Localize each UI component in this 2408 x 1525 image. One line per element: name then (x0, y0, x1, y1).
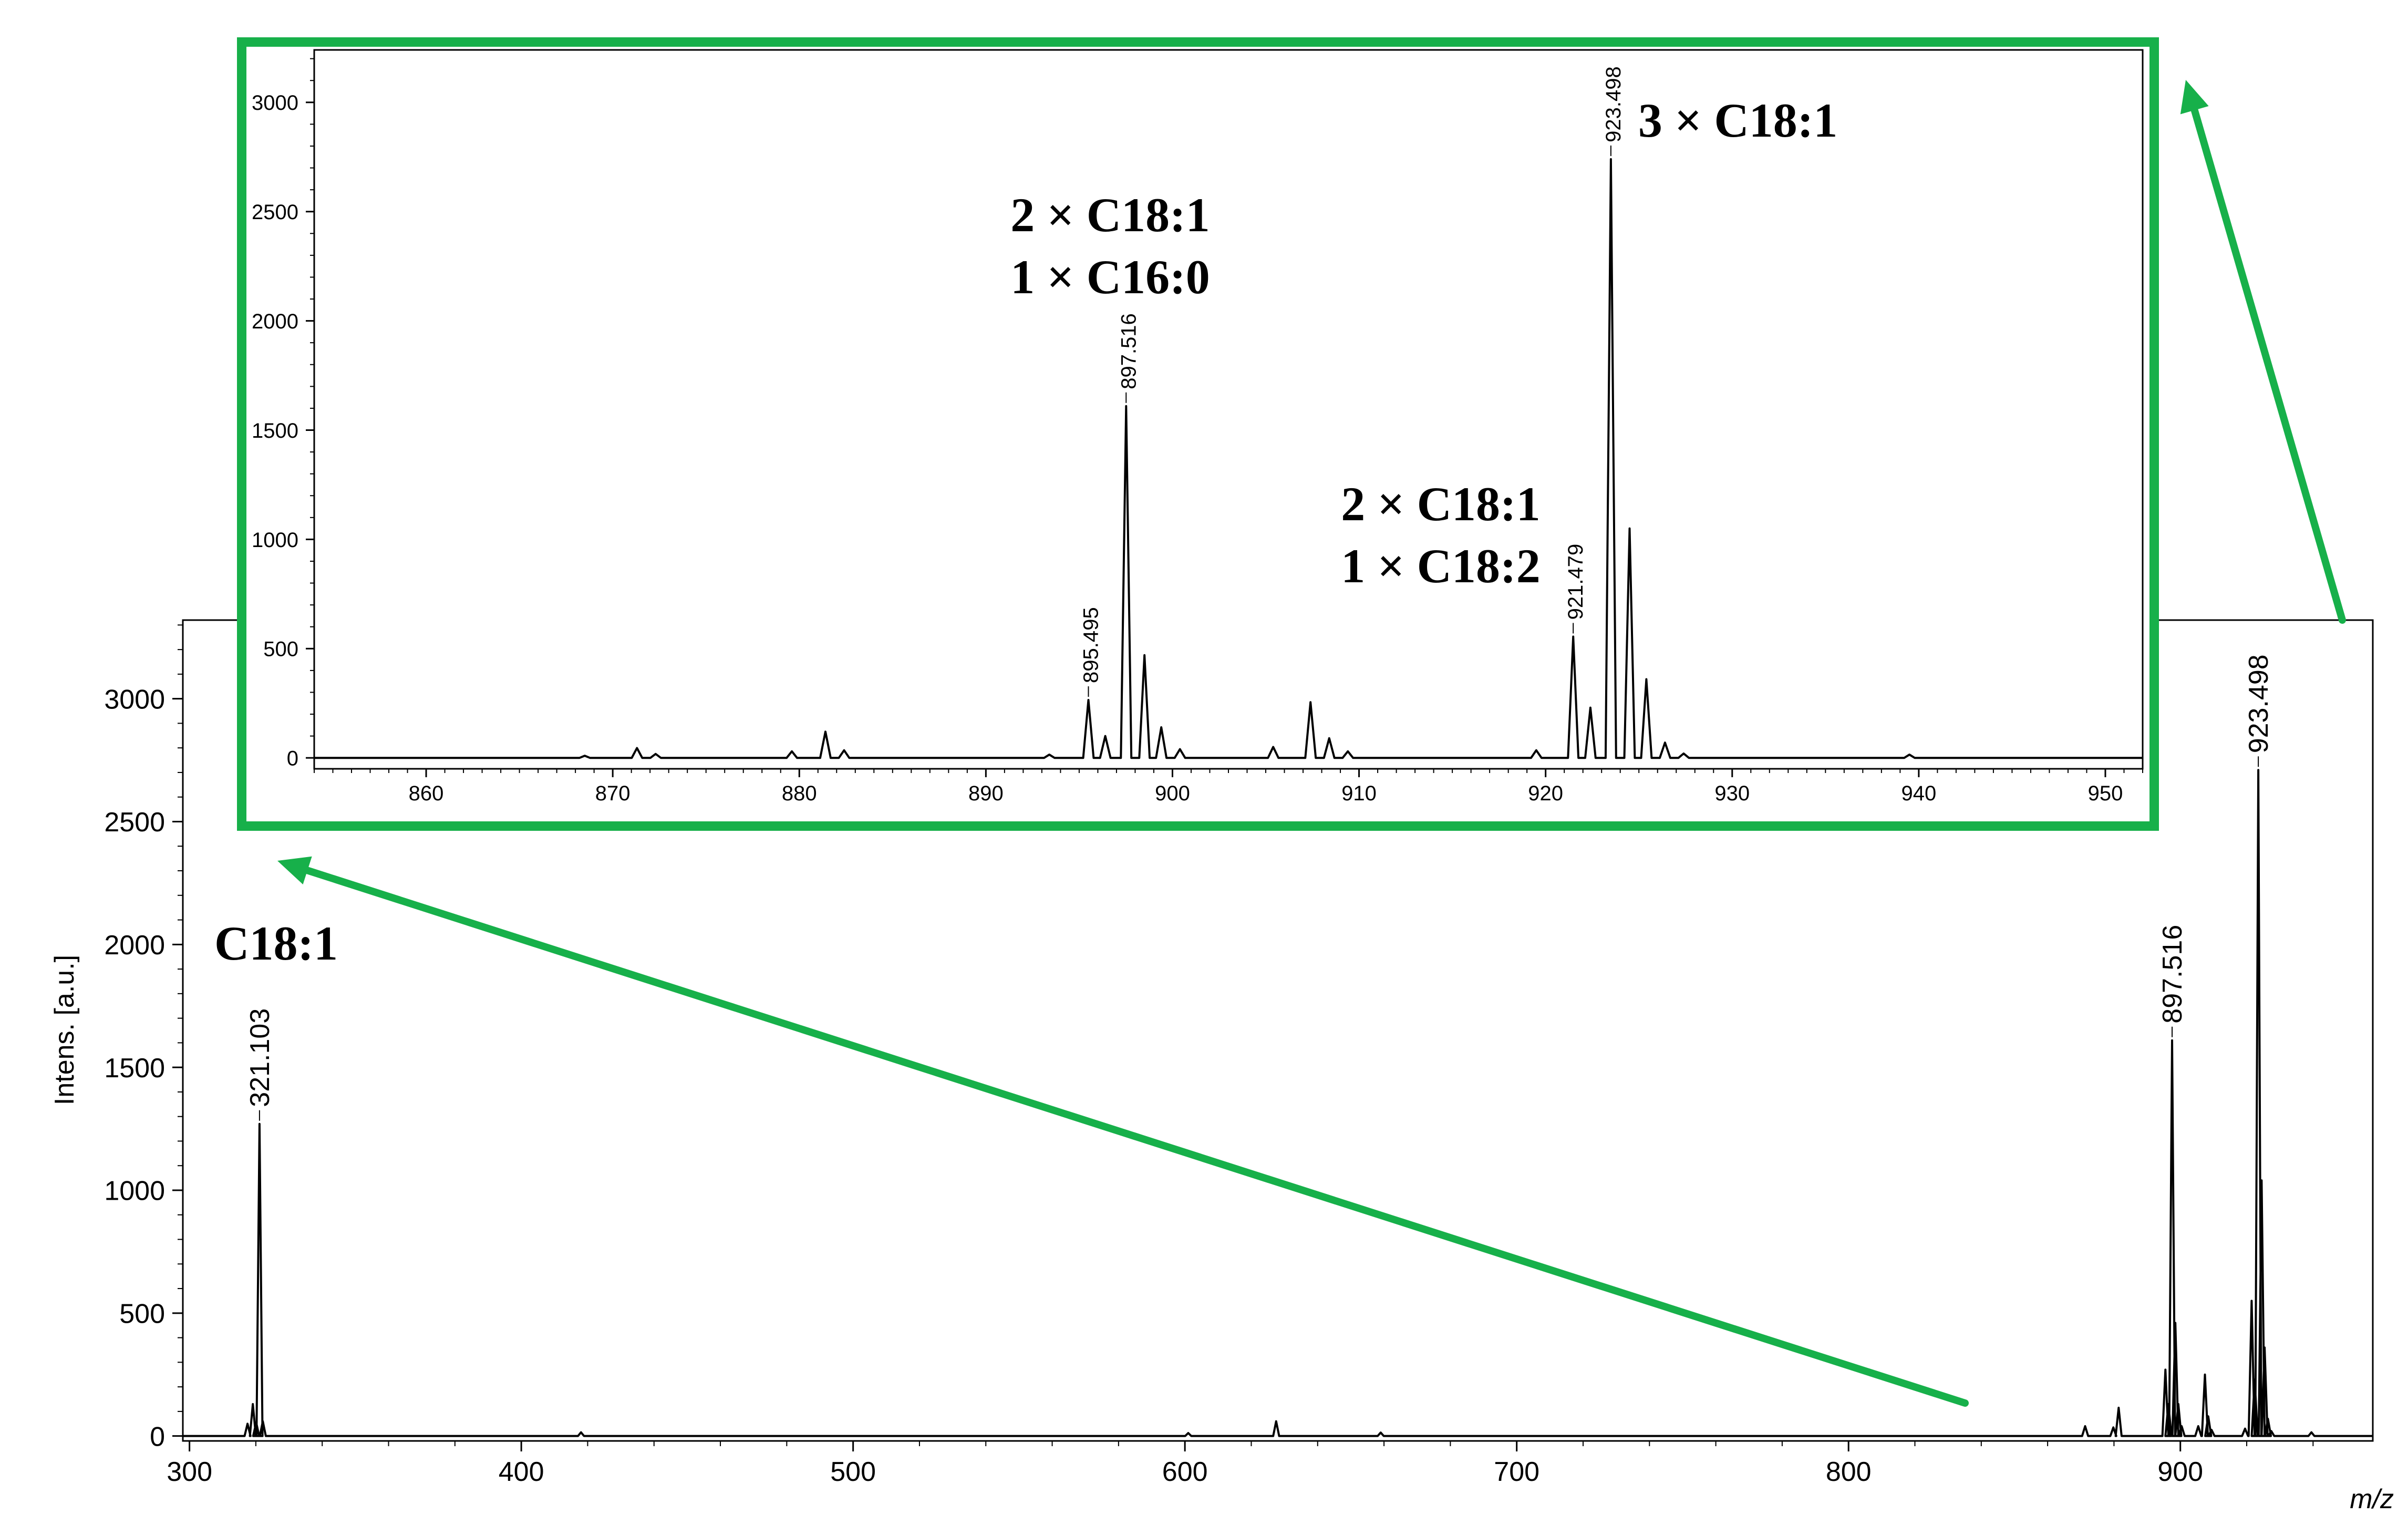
x-tick-label: 950 (2088, 782, 2123, 805)
y-tick-label: 1000 (104, 1176, 165, 1207)
y-tick-label: 3000 (252, 91, 298, 115)
peak-label: 321.103 (245, 1008, 275, 1107)
x-tick-label: 400 (499, 1457, 544, 1487)
x-tick-label: 930 (1714, 782, 1750, 805)
x-tick-label: 880 (782, 782, 817, 805)
x-tick-label: 700 (1494, 1457, 1539, 1487)
y-tick-label: 0 (287, 747, 298, 770)
inset-spectrum-trace (314, 158, 2143, 759)
zoom-arrows (277, 80, 2346, 1407)
inset-annotation-line: 2 × C18:1 (1010, 188, 1210, 242)
inset-annotation-line: 2 × C18:1 (1341, 477, 1541, 531)
y-tick-label: 2500 (104, 807, 165, 838)
arrow-to-inset-right-shaft (2190, 106, 2346, 624)
main-peak-labels: 321.103 897.516 923.498 (245, 654, 2274, 1121)
x-tick-label: 900 (1155, 782, 1190, 805)
y-tick-label: 500 (263, 638, 298, 661)
peak-label: 921.479 (1564, 544, 1587, 620)
y-tick-label: 2500 (252, 201, 298, 224)
y-tick-label: 1500 (104, 1053, 165, 1084)
inset-annotation-line: 3 × C18:1 (1638, 94, 1838, 147)
inset-zoom-border (237, 37, 2159, 831)
x-tick-label: 860 (409, 782, 444, 805)
inset-peak-labels: 895.495 897.516 921.479 923.498 (1080, 66, 1625, 697)
inset-annotation-line: 1 × C18:2 (1341, 539, 1541, 593)
y-tick-label: 0 (150, 1421, 165, 1452)
main-y-axis-title: Intens. [a.u.] (49, 955, 80, 1105)
x-tick-label: 300 (167, 1457, 212, 1487)
arrow-to-inset-right-head (2180, 80, 2209, 115)
main-axis-ticks: 300 400 500 600 700 800 900 0 500 1000 1500 2000 250… (104, 624, 2314, 1487)
y-tick-label: 2000 (104, 930, 165, 961)
main-spectrum-trace (183, 769, 2373, 1437)
y-tick-label: 2000 (252, 310, 298, 333)
inset-background (242, 42, 2154, 826)
y-tick-label: 1500 (252, 419, 298, 442)
peak-label: 923.498 (2244, 654, 2274, 753)
annotation-c18-1: C18:1 (214, 916, 338, 970)
y-tick-label: 500 (119, 1299, 165, 1330)
x-tick-label: 870 (595, 782, 631, 805)
x-tick-label: 800 (1826, 1457, 1872, 1487)
inset-annotation-line: 1 × C16:0 (1010, 250, 1210, 304)
x-tick-label: 940 (1901, 782, 1937, 805)
peak-label: 895.495 (1080, 607, 1103, 683)
peak-label: 897.516 (1117, 313, 1140, 389)
arrow-to-inset-left-shaft (304, 867, 1969, 1407)
inset-axis-ticks: 860 870 880 890 900 910 920 930 940 950 0 500 1000 15… (252, 58, 2143, 805)
x-tick-label: 500 (830, 1457, 876, 1487)
y-tick-label: 1000 (252, 529, 298, 552)
x-tick-label: 890 (968, 782, 1004, 805)
peak-label: 897.516 (2157, 925, 2188, 1024)
x-tick-label: 900 (2157, 1457, 2203, 1487)
x-tick-label: 600 (1162, 1457, 1208, 1487)
main-x-axis-title: m/z (2350, 1484, 2394, 1514)
x-tick-label: 920 (1528, 782, 1563, 805)
arrow-to-inset-left-head (277, 856, 312, 885)
y-tick-label: 3000 (104, 684, 165, 715)
peak-label: 923.498 (1602, 66, 1625, 142)
inset-annotations: 2 × C18:1 1 × C16:0 2 × C18:1 1 × C18:2 3 × … (1010, 94, 1837, 593)
x-tick-label: 910 (1341, 782, 1377, 805)
